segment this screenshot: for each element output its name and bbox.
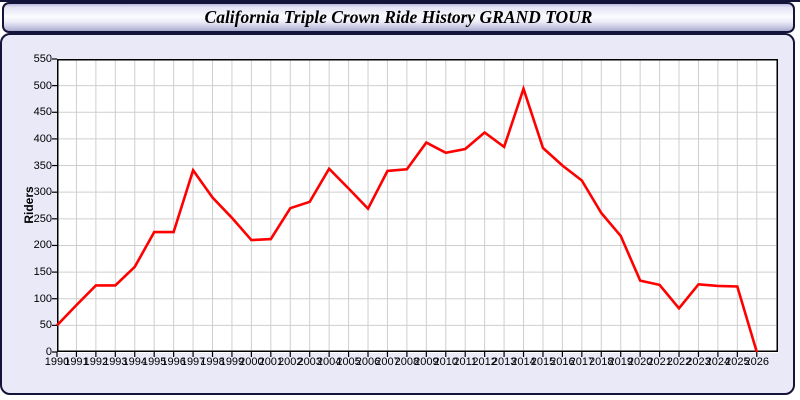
x-tick-label: 2012 [472,356,497,368]
plot-frame [57,59,778,352]
x-tick-label: 2022 [666,356,692,368]
x-tick-label: 2004 [316,356,342,368]
plot-area [52,58,778,357]
x-tick-label: 1992 [83,356,109,368]
x-tick-label: 2008 [394,356,420,368]
y-tick-label: 350 [33,159,52,172]
x-tick-label: 2019 [608,356,633,368]
x-tick-label: 1995 [141,356,167,368]
x-tick-label: 2020 [627,356,653,368]
x-tick-label: 2001 [258,356,284,368]
y-tick-label: 500 [33,79,52,92]
outer-top-border [0,0,800,2]
x-tick-label: 1998 [200,356,225,368]
chart-title: California Triple Crown Ride History GRA… [204,7,593,27]
x-tick-label: 2014 [511,356,536,368]
y-tick-label: 100 [33,292,52,305]
x-tick-label: 1997 [180,356,206,368]
x-tick-label: 2016 [550,356,575,368]
x-tick-label: 2018 [589,356,614,368]
y-tick-label: 450 [33,106,52,119]
x-tick-label: 1990 [44,356,70,368]
y-tick-label: 0 [45,346,52,358]
x-tick-label: 2015 [530,356,556,368]
y-tick-label: 550 [33,53,52,65]
x-tick-label: 2021 [647,356,672,368]
x-tick-label: 1999 [219,356,245,368]
y-axis-tick-labels: 0 50 100 150 200 250 300 350 400 450 500 550 [18,53,52,358]
x-tick-label: 1991 [64,356,89,368]
x-tick-label: 2005 [336,356,361,368]
x-tick-label: 2000 [239,356,264,368]
y-tick-label: 250 [33,212,52,225]
x-tick-label: 2007 [375,356,400,368]
x-tick-label: 2024 [705,356,731,368]
y-tick-label: 300 [33,186,52,199]
y-tick-label: 400 [33,132,52,145]
title-bar: California Triple Crown Ride History GRA… [2,2,795,33]
riders-line [56,84,759,353]
x-tick-label: 2011 [453,356,478,368]
x-tick-label: 2003 [297,356,322,368]
y-tick-label: 50 [39,319,52,332]
x-tick-label: 2009 [414,356,439,368]
x-tick-label: 2026 [744,356,770,368]
x-tick-label: 2013 [491,356,517,368]
x-axis-tick-labels: 1990 1991 1992 1993 1994 1995 1996 1997 1998 1999… [45,356,778,370]
x-tick-label: 1996 [161,356,186,368]
x-tick-label: 2006 [355,356,381,368]
x-tick-label: 2023 [686,356,711,368]
x-tick-label: 1994 [122,356,147,368]
x-tick-label: 2010 [433,356,459,368]
x-tick-label: 2002 [278,356,303,368]
x-tick-label: 2025 [725,356,750,368]
x-tick-label: 2017 [569,356,595,368]
x-tick-label: 1993 [103,356,128,368]
y-tick-label: 200 [33,239,52,252]
y-tick-label: 150 [33,266,52,279]
